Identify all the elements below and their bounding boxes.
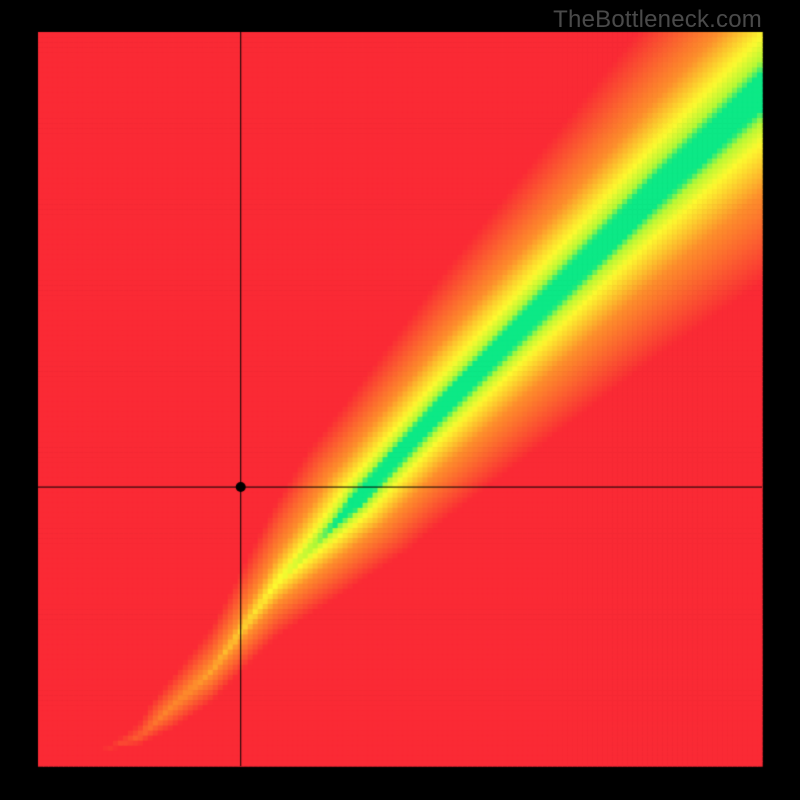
watermark-text: TheBottleneck.com [553,6,762,34]
heatmap-canvas [0,0,800,800]
chart-container: TheBottleneck.com [0,0,800,800]
